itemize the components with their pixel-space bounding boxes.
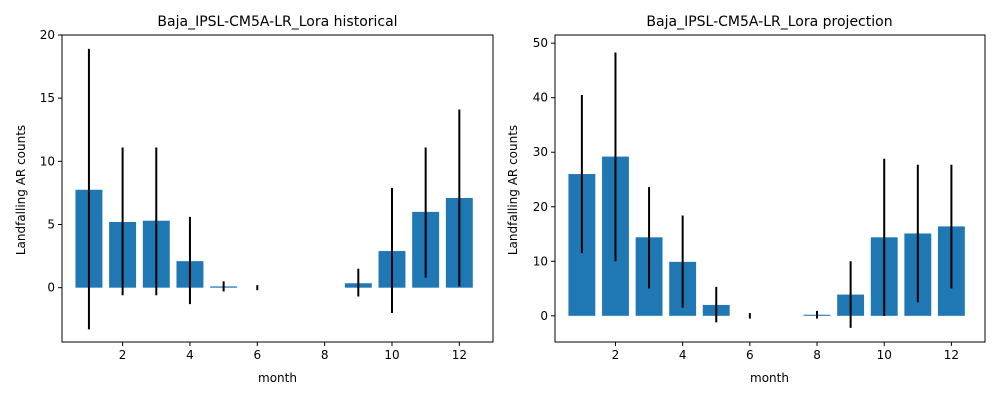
y-tick-label: 30 [533, 145, 548, 159]
plot-area: 2 4 6 8 10 12 0 5 10 15 20 [40, 28, 494, 362]
y-tick-label: 50 [533, 36, 548, 50]
y-tick-label: 10 [40, 154, 55, 168]
x-tick-label: 10 [877, 348, 892, 362]
y-tick-label: 15 [40, 91, 55, 105]
x-tick-label: 12 [944, 348, 959, 362]
plot-frame [554, 34, 986, 343]
x-tick-label: 6 [253, 348, 261, 362]
y-tick-label: 20 [40, 28, 55, 42]
x-tick-label: 8 [813, 348, 821, 362]
x-axis-label: month [258, 371, 297, 385]
historical-chart-panel: Baja_IPSL-CM5A-LR_Lora historical month … [14, 14, 494, 385]
y-axis-label: Landfalling AR counts [506, 125, 520, 255]
y-tick-label: 10 [533, 254, 548, 268]
x-tick-label: 4 [679, 348, 687, 362]
y-tick-label: 0 [540, 309, 548, 323]
y-tick-label: 40 [533, 91, 548, 105]
x-tick-label: 12 [452, 348, 467, 362]
projection-chart-panel: Baja_IPSL-CM5A-LR_Lora projection month … [506, 14, 986, 385]
x-tick-label: 8 [321, 348, 329, 362]
x-axis-label: month [750, 371, 789, 385]
plot-area: 2 4 6 8 10 12 0 10 20 30 40 50 [533, 34, 986, 362]
x-tick-label: 10 [384, 348, 399, 362]
x-tick-label: 2 [612, 348, 620, 362]
x-tick-label: 4 [186, 348, 194, 362]
x-tick-label: 2 [119, 348, 127, 362]
y-tick-label: 20 [533, 200, 548, 214]
chart-title: Baja_IPSL-CM5A-LR_Lora historical [157, 14, 397, 30]
plot-frame [61, 34, 494, 343]
x-tick-label: 6 [746, 348, 754, 362]
y-tick-label: 5 [47, 218, 55, 232]
y-axis-label: Landfalling AR counts [14, 125, 28, 255]
chart-title: Baja_IPSL-CM5A-LR_Lora projection [646, 14, 892, 30]
y-tick-label: 0 [47, 281, 55, 295]
